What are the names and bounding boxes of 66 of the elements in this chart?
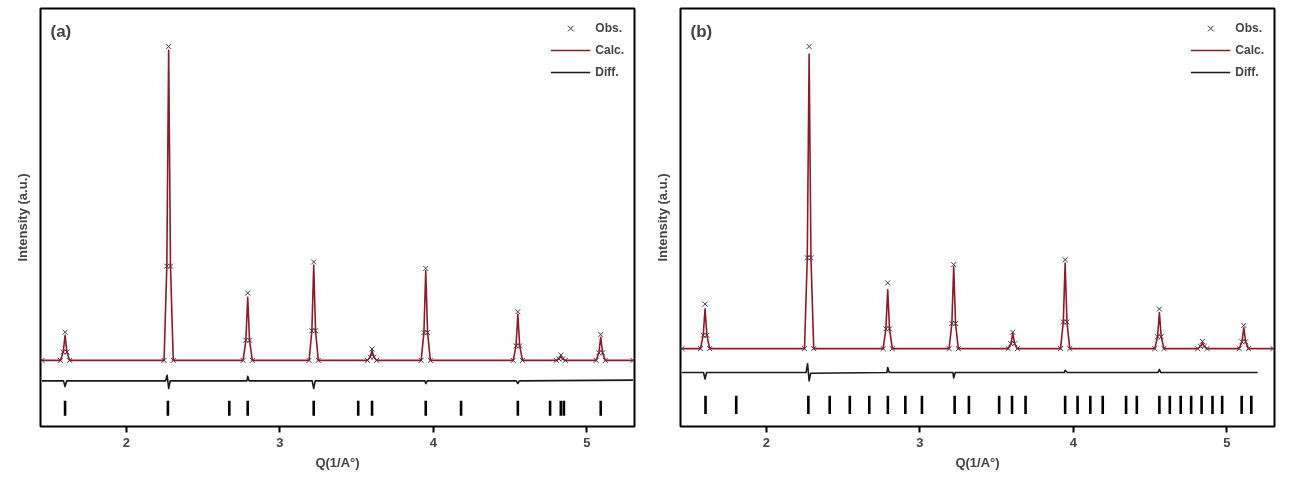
point <box>1062 256 1069 263</box>
legend-label: Diff. <box>595 65 619 79</box>
point <box>950 261 957 268</box>
point <box>886 325 893 332</box>
point <box>884 279 891 286</box>
x-axis-title: Q(1/A°) <box>315 454 360 470</box>
point <box>1009 329 1016 336</box>
point <box>1242 338 1249 345</box>
point <box>1269 345 1275 352</box>
point <box>599 349 606 356</box>
x-tick-label: 3 <box>916 434 924 450</box>
point <box>516 342 523 349</box>
point <box>422 265 429 272</box>
point <box>629 357 635 364</box>
x-tick-label: 4 <box>429 434 438 450</box>
point <box>1161 345 1167 352</box>
x-tick-label: 4 <box>1069 434 1078 450</box>
point <box>889 345 896 352</box>
point <box>880 345 887 352</box>
legend-label: Obs. <box>1235 21 1262 35</box>
point <box>702 301 709 308</box>
text: (a) <box>50 21 72 41</box>
legend-label: Obs. <box>595 21 622 35</box>
x-tick-label: 2 <box>122 434 131 450</box>
y-axis-title: Intensity (a.u.) <box>14 173 30 262</box>
point <box>1066 345 1073 352</box>
point <box>170 357 177 364</box>
point <box>1151 345 1158 352</box>
x-axis-title: Q(1/A°) <box>955 454 1000 470</box>
point <box>244 290 251 297</box>
point <box>1057 345 1064 352</box>
point <box>955 345 962 352</box>
point <box>165 43 172 50</box>
point <box>1236 345 1243 352</box>
point <box>240 357 247 364</box>
legend-label: Calc. <box>1235 43 1264 57</box>
point <box>161 357 168 364</box>
point <box>1156 306 1163 313</box>
point <box>801 345 808 352</box>
point <box>312 327 319 334</box>
point <box>597 331 604 338</box>
x-tick-label: 3 <box>276 434 284 450</box>
point <box>310 258 317 265</box>
x-tick-label: 5 <box>583 434 591 450</box>
point <box>1240 322 1247 329</box>
point <box>306 357 313 364</box>
point <box>246 337 253 344</box>
point <box>1005 345 1012 352</box>
point <box>680 345 686 352</box>
point <box>510 357 517 364</box>
point <box>167 263 174 270</box>
point <box>810 345 817 352</box>
x-tick-label: 5 <box>1223 434 1231 450</box>
y-axis-title: Intensity (a.u.) <box>654 173 670 262</box>
point <box>418 357 425 364</box>
text: (b) <box>690 21 713 41</box>
legend-label: Calc. <box>595 43 624 57</box>
point <box>946 345 953 352</box>
x-tick-label: 2 <box>762 434 771 450</box>
point <box>593 357 600 364</box>
legend-label: Diff. <box>1235 65 1259 79</box>
point <box>514 308 521 315</box>
point <box>1199 338 1206 345</box>
point <box>806 43 813 50</box>
point <box>62 329 69 336</box>
point <box>40 357 46 364</box>
